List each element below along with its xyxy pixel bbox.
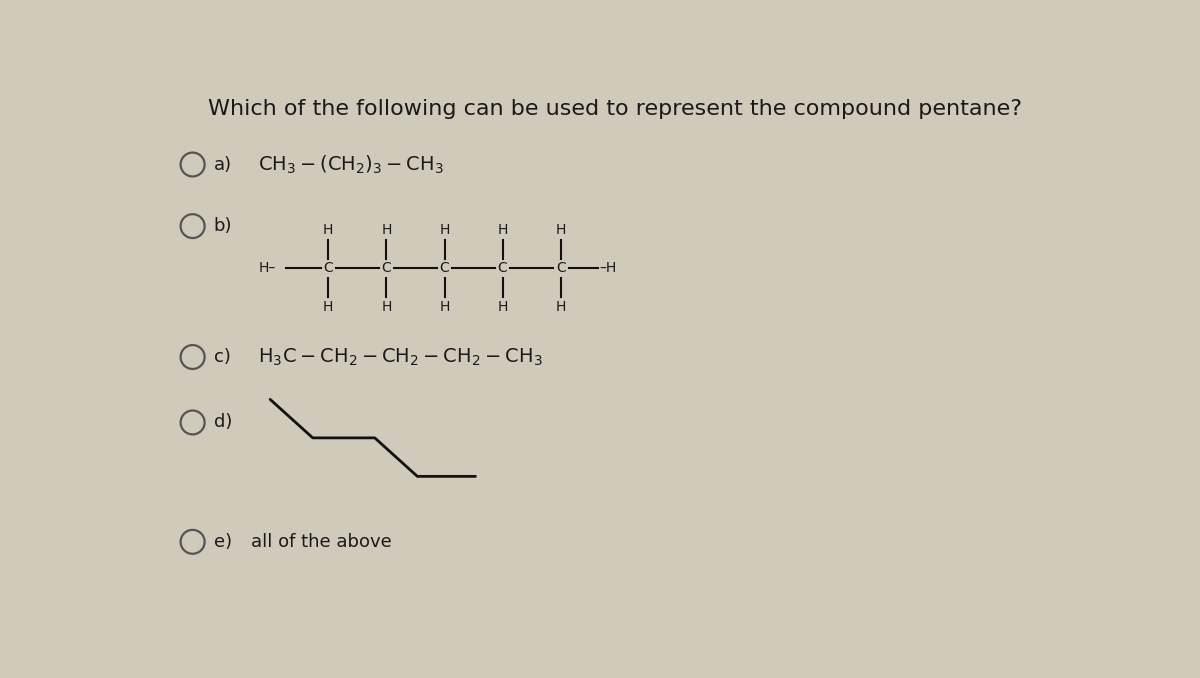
Text: $\mathregular{CH_3-(CH_2)_3-CH_3}$: $\mathregular{CH_3-(CH_2)_3-CH_3}$: [258, 153, 444, 176]
Text: H: H: [439, 223, 450, 237]
Text: H: H: [323, 223, 334, 237]
Text: H–: H–: [259, 262, 276, 275]
Text: C: C: [498, 262, 508, 275]
Text: H: H: [382, 300, 391, 314]
Text: C: C: [439, 262, 449, 275]
Text: d): d): [214, 414, 232, 431]
Text: b): b): [214, 217, 232, 235]
Text: c): c): [214, 348, 230, 366]
Text: C: C: [556, 262, 565, 275]
Text: a): a): [214, 155, 232, 174]
Text: H: H: [439, 300, 450, 314]
Text: H: H: [323, 300, 334, 314]
Text: Which of the following can be used to represent the compound pentane?: Which of the following can be used to re…: [208, 99, 1022, 119]
Text: H: H: [498, 300, 508, 314]
Text: all of the above: all of the above: [251, 533, 391, 551]
Text: H: H: [556, 223, 566, 237]
Text: H: H: [382, 223, 391, 237]
Text: e): e): [214, 533, 232, 551]
Text: C: C: [323, 262, 334, 275]
Text: H: H: [556, 300, 566, 314]
Text: C: C: [382, 262, 391, 275]
Text: H: H: [498, 223, 508, 237]
Text: $\mathregular{H_3C-CH_2-CH_2-CH_2-CH_3}$: $\mathregular{H_3C-CH_2-CH_2-CH_2-CH_3}$: [258, 346, 544, 367]
Text: –H: –H: [600, 262, 617, 275]
